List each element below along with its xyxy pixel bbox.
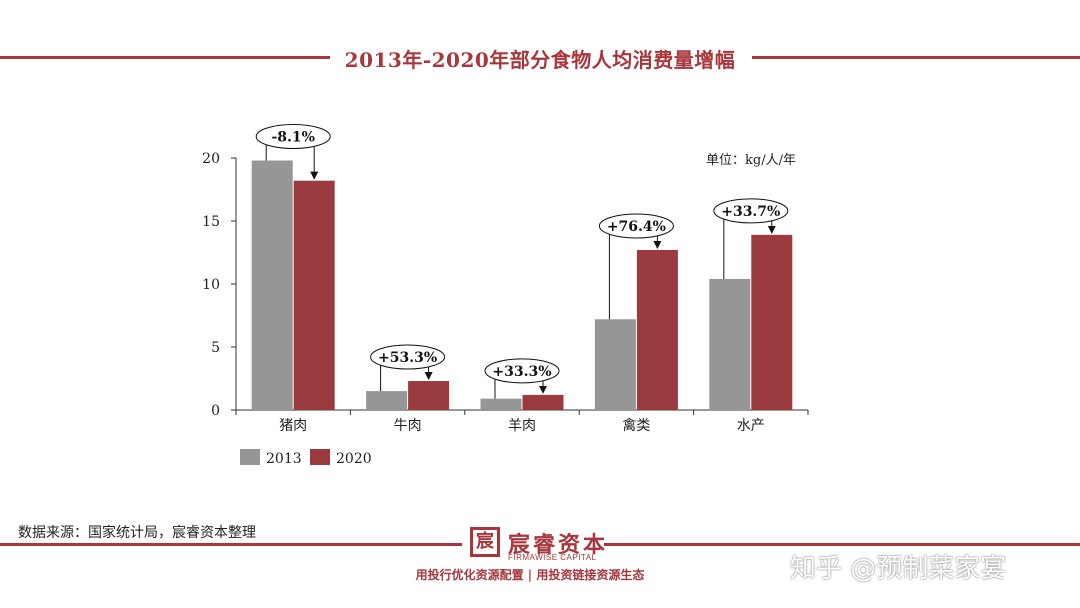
slogan: 用投行优化资源配置 | 用投资链接资源生态 — [415, 568, 645, 582]
growth-label: +76.4% — [607, 219, 666, 235]
title-rule-left — [0, 56, 330, 59]
y-tick-label: 15 — [202, 214, 220, 230]
source-note: 数据来源：国家统计局，宸睿资本整理 — [18, 525, 256, 541]
logo-name-en: FIRMAWISE CAPITAL — [508, 553, 597, 562]
callout-bubble — [713, 198, 789, 224]
growth-label: +53.3% — [378, 350, 437, 366]
callout-bubble — [598, 213, 674, 239]
x-category-label: 牛肉 — [394, 418, 422, 434]
bar-2020 — [751, 234, 793, 410]
unit-label: 单位：kg/人/年 — [706, 153, 796, 168]
title-rule-right — [752, 56, 1080, 59]
callout-bubble — [255, 124, 331, 150]
y-tick-label: 5 — [211, 340, 220, 356]
seal-icon: 宸 — [470, 527, 500, 557]
bar-2013 — [366, 391, 408, 410]
x-category-label: 羊肉 — [508, 418, 536, 434]
logo-name: 宸睿资本 — [508, 532, 609, 558]
bar-chart: 0 5 10 15 20 猪肉 -8.1% 牛肉 +53.3% 羊肉 +33.3% 禽类 +76.4% 水… — [202, 124, 809, 467]
bar-2020 — [522, 394, 564, 410]
bar-2013 — [709, 278, 751, 410]
footer-rule-right — [604, 543, 1080, 546]
footer-rule-left — [0, 543, 462, 546]
growth-label: +33.3% — [492, 364, 551, 380]
callout-bubble — [370, 344, 446, 370]
y-tick-label: 20 — [202, 151, 220, 167]
bar-2020 — [636, 249, 678, 410]
page-title-text: 2013年-2020年部分食物人均消费量增幅 — [330, 48, 750, 72]
y-tick-label: 10 — [202, 277, 220, 293]
legend-label-2020: 2020 — [336, 451, 372, 467]
x-category-label: 水产 — [737, 418, 765, 434]
bar-2020 — [293, 180, 335, 410]
legend-swatch-2020 — [310, 449, 330, 465]
watermark: 知乎 @预制菜家宴 — [790, 554, 1007, 584]
legend-label-2013: 2013 — [266, 451, 302, 467]
bar-2020 — [408, 381, 450, 410]
page-title: 2013年-2020年部分食物人均消费量增幅 — [0, 44, 1080, 73]
legend-swatch-2013 — [240, 449, 260, 465]
growth-label: -8.1% — [271, 130, 314, 146]
callout-bubble — [484, 358, 560, 384]
x-category-label: 猪肉 — [279, 418, 307, 434]
x-category-label: 禽类 — [622, 417, 650, 434]
growth-label: +33.7% — [721, 204, 780, 220]
bar-2013 — [594, 319, 636, 410]
bar-2013 — [251, 160, 293, 410]
bar-2013 — [480, 398, 522, 410]
y-tick-label: 0 — [211, 403, 220, 419]
